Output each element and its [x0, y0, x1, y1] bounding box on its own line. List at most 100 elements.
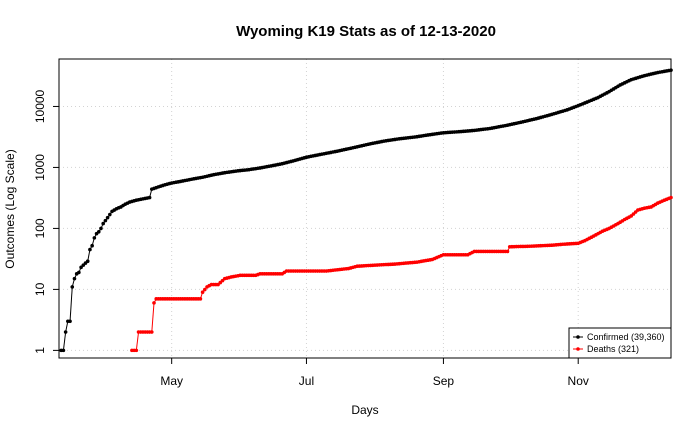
data-point	[147, 195, 152, 200]
data-point	[629, 214, 634, 218]
data-point	[549, 243, 554, 248]
data-point	[669, 195, 673, 200]
data-point	[253, 273, 258, 278]
x-tick-label: May	[160, 374, 183, 388]
series-segment	[87, 249, 91, 262]
series-segment	[135, 331, 140, 351]
data-point	[381, 139, 386, 143]
data-point	[291, 159, 295, 163]
data-point	[96, 230, 101, 234]
data-point	[216, 282, 220, 287]
data-point	[258, 272, 262, 276]
data-point	[149, 330, 154, 334]
data-point	[488, 126, 492, 131]
data-point	[141, 330, 145, 334]
data-point	[258, 166, 262, 170]
data-point	[669, 68, 673, 72]
data-point	[351, 145, 355, 150]
data-point	[189, 297, 194, 301]
data-point	[269, 164, 273, 168]
x-tick-label: Jul	[299, 374, 314, 388]
data-point	[211, 172, 216, 177]
data-point	[72, 276, 77, 281]
data-point	[99, 226, 103, 231]
data-point	[154, 297, 159, 301]
data-point	[527, 244, 532, 249]
data-point	[209, 282, 214, 287]
data-point	[156, 185, 161, 189]
data-point	[591, 234, 596, 238]
data-point	[161, 297, 165, 301]
y-tick-label: 100	[33, 218, 47, 238]
series	[59, 68, 673, 353]
series-segment	[62, 331, 67, 351]
data-point	[141, 197, 145, 201]
series-0	[59, 68, 673, 353]
data-point	[284, 269, 289, 273]
data-point	[335, 267, 340, 272]
data-point	[472, 128, 477, 133]
data-point	[505, 249, 510, 254]
data-point	[397, 136, 402, 141]
data-point	[90, 243, 94, 248]
data-point	[576, 241, 581, 246]
data-point	[236, 169, 240, 173]
data-point	[576, 103, 581, 108]
data-point	[189, 177, 194, 182]
data-point	[304, 155, 309, 160]
series-segment	[151, 302, 155, 333]
series-segment	[69, 286, 73, 322]
data-point	[596, 95, 600, 100]
data-point	[430, 257, 435, 262]
data-point	[503, 123, 508, 128]
data-point	[649, 205, 653, 209]
data-point	[664, 197, 669, 202]
data-point	[655, 201, 660, 205]
data-point	[428, 132, 432, 137]
data-point	[88, 247, 92, 252]
data-point	[178, 297, 183, 301]
data-point	[149, 187, 154, 191]
data-point	[134, 348, 139, 353]
data-point	[465, 252, 470, 257]
data-point	[457, 129, 461, 134]
data-point	[127, 200, 132, 204]
data-point	[229, 275, 234, 279]
data-point	[636, 208, 640, 212]
data-point	[583, 238, 587, 243]
data-point	[565, 108, 569, 112]
data-point	[222, 170, 227, 175]
data-point	[412, 135, 417, 139]
data-point	[105, 215, 110, 220]
data-point	[642, 73, 647, 78]
data-point	[136, 330, 141, 334]
data-point	[585, 100, 589, 104]
data-point	[320, 152, 324, 156]
data-point	[198, 297, 203, 301]
data-point	[101, 221, 105, 226]
data-point	[655, 70, 660, 75]
data-point	[163, 182, 167, 187]
chart-title: Wyoming K19 Stats as of 12-13-2020	[236, 23, 496, 40]
x-axis-label: Days	[351, 403, 378, 417]
data-point	[200, 290, 205, 294]
data-point	[507, 244, 512, 249]
data-point	[629, 77, 634, 82]
data-point	[472, 249, 477, 254]
data-point	[355, 264, 360, 269]
x-tick-label: Sep	[433, 374, 455, 388]
data-point	[203, 287, 207, 292]
data-point	[145, 330, 150, 334]
data-point	[622, 217, 627, 222]
plot-frame	[58, 58, 672, 359]
legend-swatch-point	[576, 335, 580, 339]
data-point	[335, 149, 340, 153]
data-point	[607, 226, 611, 231]
data-point	[366, 142, 371, 147]
data-point	[63, 330, 68, 334]
y-tick-label: 10000	[33, 89, 47, 123]
data-point	[119, 205, 123, 209]
data-point	[92, 236, 97, 240]
data-point	[600, 229, 605, 234]
